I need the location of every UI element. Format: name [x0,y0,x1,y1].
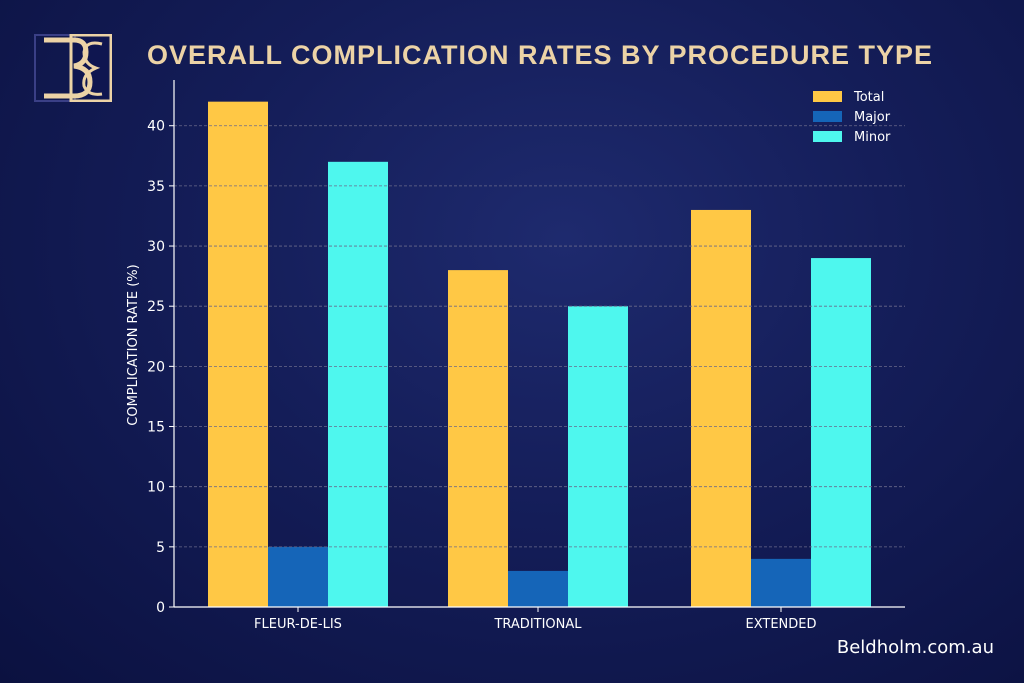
y-tick-label: 30 [147,239,165,255]
y-tick-label: 15 [147,420,165,436]
x-tick-label: EXTENDED [745,617,816,632]
y-tick-label: 5 [156,540,165,556]
bar-major-2 [508,570,568,607]
bar-minor-1 [328,161,388,607]
bar-minor-2 [568,306,628,607]
y-tick-label: 20 [147,359,165,375]
x-tick-label: FLEUR-DE-LIS [254,617,342,632]
x-tick-label: TRADITIONAL [493,617,582,632]
legend-label-minor: Minor [854,130,891,145]
y-tick-label: 35 [147,179,165,195]
footer-website: Beldholm.com.au [836,637,994,658]
bar-major-1 [268,546,328,607]
y-tick-label: 40 [147,119,165,135]
bar-major-3 [751,558,811,607]
bar-total-1 [208,101,268,607]
brand-logo [34,34,112,102]
bar-total-3 [691,209,751,608]
legend-label-total: Total [853,90,884,105]
legend-label-major: Major [854,110,891,125]
y-axis-label: COMPLICATION RATE (%) [126,264,141,425]
legend-swatch-major [813,111,842,122]
bar-minor-3 [811,258,871,607]
y-tick-label: 0 [156,600,165,616]
legend-swatch-total [813,91,842,102]
legend-swatch-minor [813,131,842,142]
bar-total-2 [448,270,508,607]
chart-title: OVERALL COMPLICATION RATES BY PROCEDURE … [147,40,934,70]
y-tick-label: 25 [147,299,165,315]
y-tick-label: 10 [147,480,165,496]
